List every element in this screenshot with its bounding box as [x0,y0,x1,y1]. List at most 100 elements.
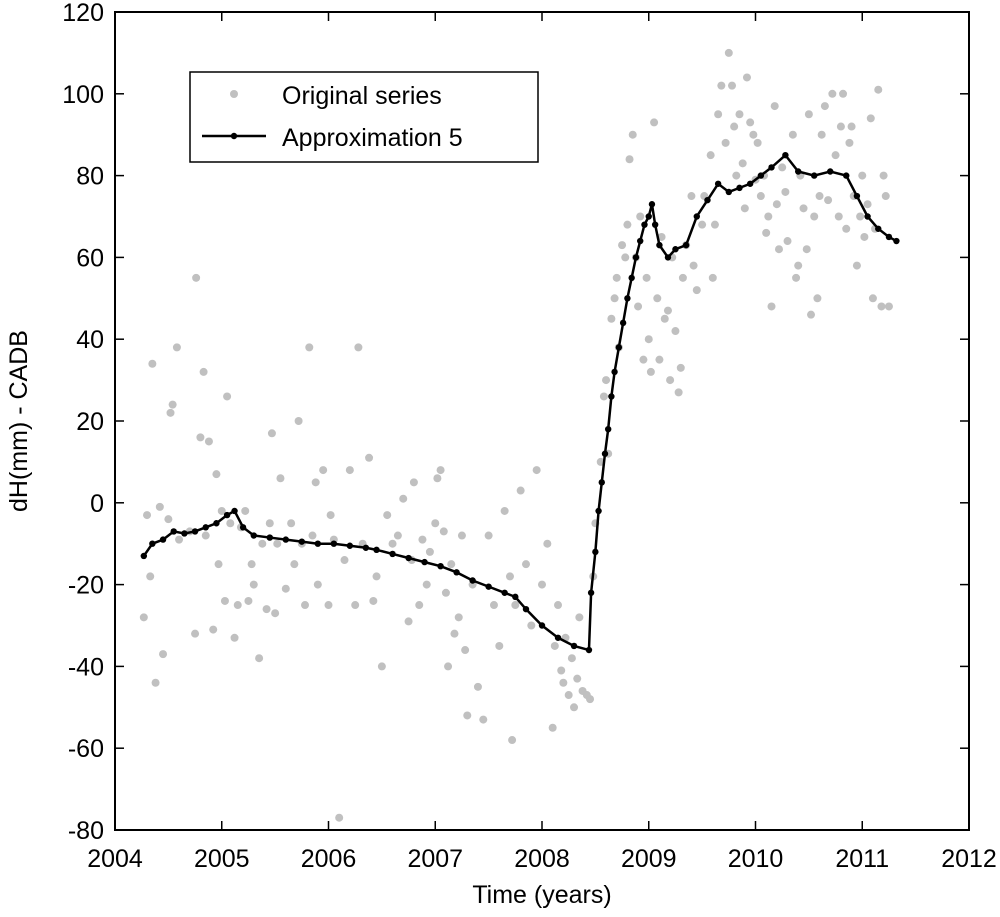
original-series-point [463,711,472,720]
approximation-5-point [213,520,220,527]
original-series-point [271,609,280,618]
original-series-point [852,261,861,270]
original-series-point [230,633,239,642]
original-series-point [146,572,155,581]
approximation-5-point [538,622,546,629]
original-series-point [740,204,749,213]
legend-box [189,71,539,163]
approximation-5-point [170,528,177,535]
original-series-point [255,654,264,663]
original-series-point [671,327,680,336]
approximation-5-point [266,534,273,541]
original-series-point [319,466,328,475]
original-series-point [746,118,755,127]
approximation-5-point [512,593,519,601]
original-series-point [340,556,349,565]
original-series-point [573,674,582,683]
original-series-point [732,171,741,180]
original-series-point [335,813,344,822]
original-series-point [810,212,819,221]
original-series-point [415,601,424,610]
original-series-point [422,580,431,589]
original-series-point [836,122,845,131]
original-series-point [557,666,566,675]
approximation-5-point [704,196,711,204]
original-series-point [858,171,867,180]
original-series-point [770,102,779,111]
original-series-point [550,641,559,650]
original-series-point [807,310,816,319]
original-series-point [192,273,201,282]
original-series-point [792,273,801,282]
original-series-point [877,302,886,311]
approximation-5-point [585,646,593,654]
original-series-point [642,273,651,282]
approximation-5-point [202,524,209,531]
original-series-point [730,122,739,131]
original-series-point [484,531,493,540]
original-series-point [660,314,669,323]
original-series-point [602,376,611,385]
original-series-point [689,261,698,270]
approximation-5-point [570,642,578,650]
original-series-point [308,531,317,540]
original-series-point [678,273,687,282]
original-series-point [249,580,258,589]
approximation-5-point [641,221,648,228]
approximation-5-point [885,233,893,241]
x-tick-label: 2011 [835,845,889,873]
approximation-5-point [140,552,148,560]
approximation-5-point [231,507,238,515]
original-series-point [139,613,148,622]
original-series-point [698,220,707,229]
original-series-point [764,212,773,221]
original-series-point [772,200,781,209]
original-series-point [628,130,637,139]
y-tick-label: 80 [76,163,104,191]
original-series-point [767,302,776,311]
original-series-point [794,261,803,270]
original-series-point [500,506,509,515]
original-series-point [511,601,520,610]
original-series-point [646,367,655,376]
original-series-point [214,560,223,569]
approximation-5-point [469,577,476,584]
approximation-5-point [314,540,322,547]
original-series-point [724,48,733,57]
approximation-5-point [373,546,380,554]
approximation-5-point [615,344,623,351]
original-series-point [393,531,402,540]
original-series-point [383,511,392,520]
x-tick-label: 2006 [301,845,357,873]
approximation-5-point [346,542,354,549]
original-series-point [783,237,792,246]
original-series-point [636,212,645,221]
original-series-point [226,519,235,528]
original-series-point [728,81,737,90]
x-tick-label: 2009 [621,845,677,873]
original-series-point [143,511,152,520]
original-series-point [175,535,184,544]
original-series-point [201,531,210,540]
original-series-point [212,470,221,479]
original-series-point [657,232,666,241]
y-tick-label: 120 [62,0,104,27]
approximation-5-point [875,225,882,232]
original-series-point [817,130,826,139]
original-series-point [644,335,653,344]
original-series-point [148,359,157,368]
x-tick-label: 2004 [87,845,143,873]
original-series-point [860,232,869,241]
y-tick-label: 0 [90,490,104,518]
original-series-point [151,678,160,687]
approximation-5-point [714,180,722,187]
original-series-point [527,621,536,630]
approximation-5-point [501,589,508,596]
original-series-point [742,73,751,82]
approximation-5-point [693,213,700,220]
original-series-point [815,192,824,201]
original-series-point [436,466,445,475]
original-series-point [721,138,730,147]
original-series-point [881,192,890,201]
original-series-point [856,212,865,221]
